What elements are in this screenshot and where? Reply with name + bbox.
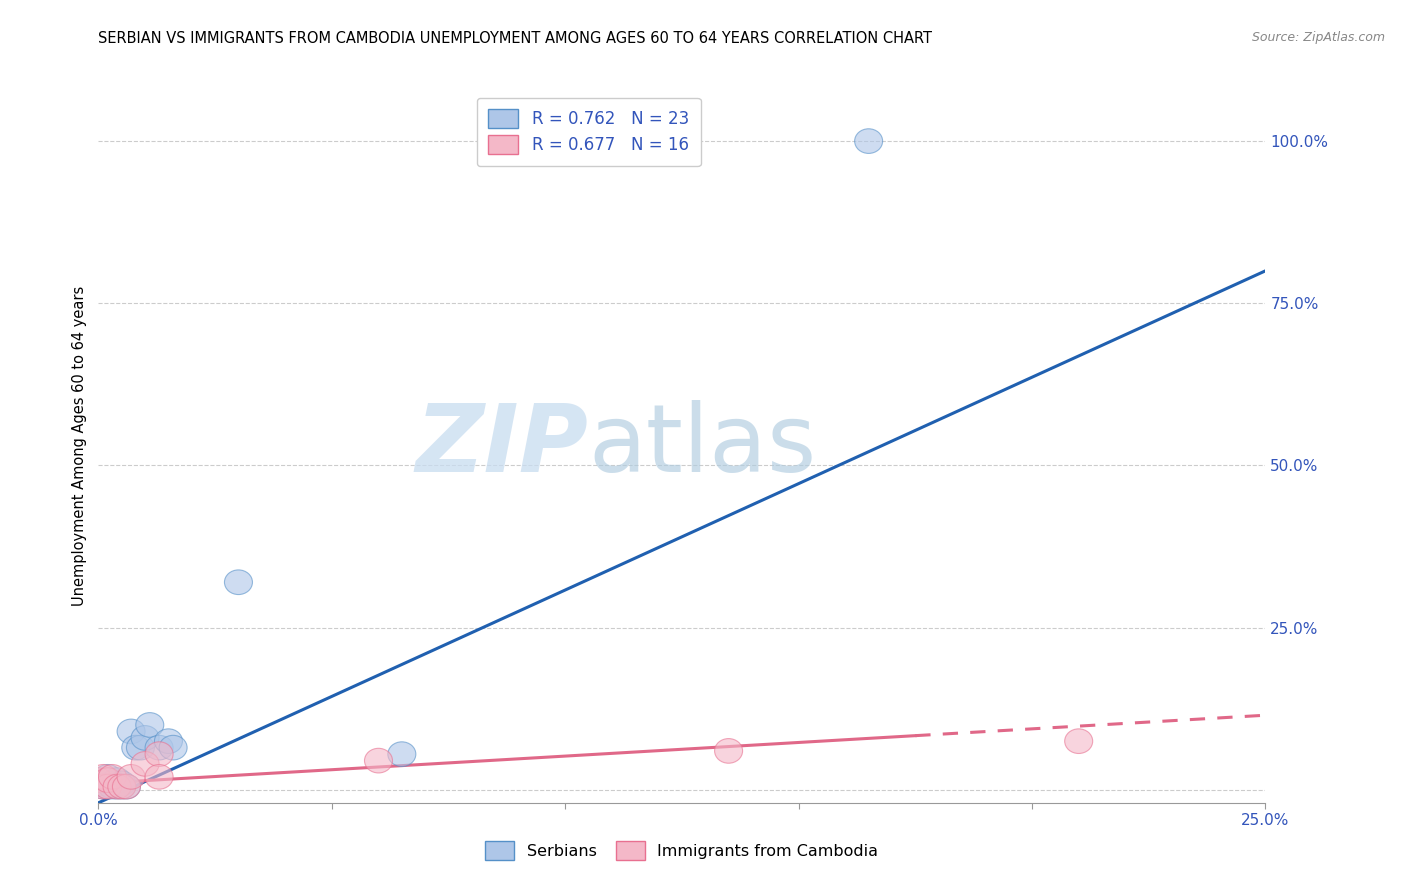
- Ellipse shape: [89, 764, 117, 789]
- Legend: Serbians, Immigrants from Cambodia: Serbians, Immigrants from Cambodia: [479, 835, 884, 866]
- Ellipse shape: [145, 742, 173, 766]
- Ellipse shape: [98, 771, 127, 796]
- Text: ZIP: ZIP: [416, 400, 589, 492]
- Ellipse shape: [155, 729, 183, 754]
- Ellipse shape: [388, 742, 416, 766]
- Ellipse shape: [94, 768, 122, 792]
- Y-axis label: Unemployment Among Ages 60 to 64 years: Unemployment Among Ages 60 to 64 years: [72, 285, 87, 607]
- Text: Source: ZipAtlas.com: Source: ZipAtlas.com: [1251, 31, 1385, 45]
- Ellipse shape: [84, 771, 112, 796]
- Ellipse shape: [108, 774, 136, 799]
- Ellipse shape: [364, 748, 392, 773]
- Text: SERBIAN VS IMMIGRANTS FROM CAMBODIA UNEMPLOYMENT AMONG AGES 60 TO 64 YEARS CORRE: SERBIAN VS IMMIGRANTS FROM CAMBODIA UNEM…: [98, 31, 932, 46]
- Ellipse shape: [108, 771, 136, 796]
- Ellipse shape: [117, 719, 145, 744]
- Ellipse shape: [84, 768, 112, 792]
- Ellipse shape: [127, 735, 155, 760]
- Ellipse shape: [714, 739, 742, 764]
- Ellipse shape: [103, 768, 131, 792]
- Ellipse shape: [108, 774, 136, 799]
- Ellipse shape: [98, 774, 127, 799]
- Ellipse shape: [89, 774, 117, 799]
- Ellipse shape: [103, 774, 131, 799]
- Ellipse shape: [94, 774, 122, 799]
- Ellipse shape: [117, 764, 145, 789]
- Ellipse shape: [112, 774, 141, 799]
- Ellipse shape: [131, 752, 159, 776]
- Ellipse shape: [136, 713, 163, 738]
- Ellipse shape: [145, 735, 173, 760]
- Ellipse shape: [89, 774, 117, 799]
- Ellipse shape: [103, 774, 131, 799]
- Ellipse shape: [225, 570, 253, 595]
- Ellipse shape: [1064, 729, 1092, 754]
- Ellipse shape: [89, 771, 117, 796]
- Ellipse shape: [98, 764, 127, 789]
- Ellipse shape: [159, 735, 187, 760]
- Ellipse shape: [145, 764, 173, 789]
- Ellipse shape: [94, 774, 122, 799]
- Ellipse shape: [855, 128, 883, 153]
- Ellipse shape: [122, 735, 150, 760]
- Ellipse shape: [131, 725, 159, 750]
- Text: atlas: atlas: [589, 400, 817, 492]
- Ellipse shape: [94, 764, 122, 789]
- Ellipse shape: [112, 774, 141, 799]
